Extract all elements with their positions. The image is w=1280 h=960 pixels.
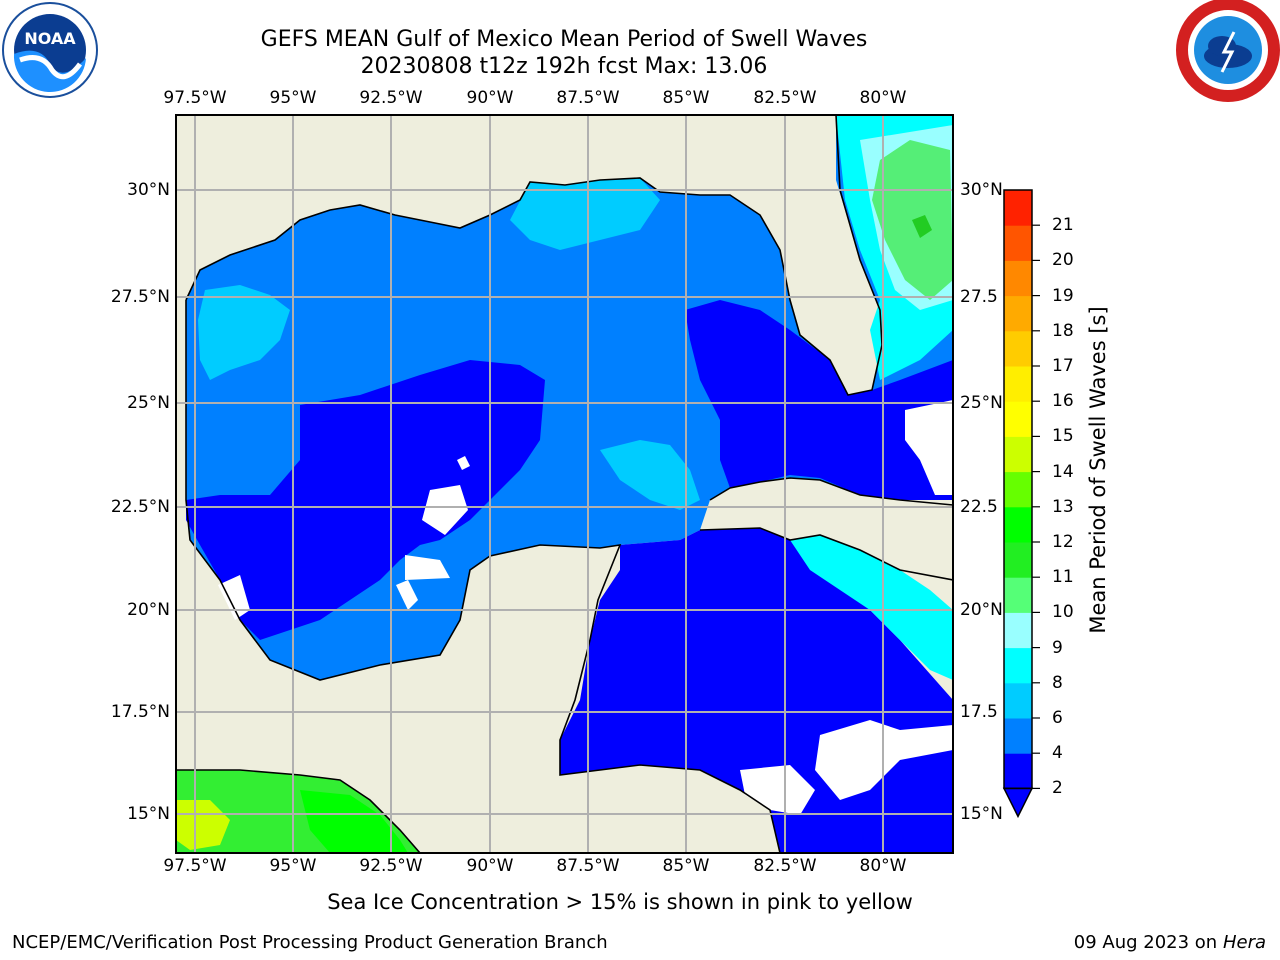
colorbar-tick-label: 17	[1052, 356, 1074, 376]
lon-tick-top: 82.5°W	[753, 88, 817, 108]
colorbar-tick-label: 21	[1052, 215, 1074, 236]
colorbar-swatch	[1004, 471, 1032, 508]
footer-host: Hera	[1222, 932, 1266, 953]
lon-tick-top: 87.5°W	[556, 88, 620, 108]
colorbar-swatch	[1004, 647, 1032, 684]
deep-blue-east-gulf	[685, 300, 953, 500]
coastlines	[176, 115, 953, 853]
colorbar-tick-label: 20	[1052, 250, 1074, 271]
colorbar-swatch	[1004, 401, 1032, 437]
colorbar-tick-label: 18	[1052, 320, 1074, 341]
colorbar-tick-label: 2	[1052, 778, 1063, 799]
lat-tick-left: 30°N	[127, 180, 170, 200]
cyan-northern-gulf	[510, 178, 660, 250]
caption: Sea Ice Concentration > 15% is shown in …	[327, 890, 913, 914]
lon-tick-bottom: 92.5°W	[359, 856, 423, 876]
lon-tick-top: 92.5°W	[359, 88, 423, 108]
graticule	[176, 115, 953, 853]
colorbar-tick-label: 8	[1052, 672, 1063, 693]
lat-tick-right: 22.5	[960, 497, 998, 517]
lon-tick-top: 80°W	[859, 88, 907, 108]
no-data-patch-1	[422, 485, 468, 535]
colorbar-tick-label: 10	[1052, 602, 1074, 623]
colorbar-swatch	[1004, 506, 1032, 543]
colorbar-swatch	[1004, 260, 1032, 297]
lon-tick-bottom: 90°W	[466, 856, 514, 876]
lon-tick-top: 85°W	[662, 88, 710, 108]
colorbar-swatch	[1004, 295, 1032, 332]
no-data-patch-3	[396, 580, 418, 610]
lon-tick-top: 95°W	[269, 88, 317, 108]
deep-blue-central-gulf	[186, 360, 545, 640]
no-data-patch-2	[405, 555, 450, 580]
lat-tick-left: 17.5°N	[110, 702, 170, 722]
map-border	[175, 114, 954, 854]
pacific-swell-core	[300, 790, 408, 853]
colorbar-tick-label: 11	[1052, 567, 1074, 588]
colorbar-swatch	[1004, 612, 1032, 649]
no-data-patch-7	[218, 575, 250, 620]
no-data-patch-4	[905, 400, 953, 495]
footer-date-text: 09 Aug 2023 on	[1073, 932, 1218, 953]
lon-tick-bottom: 97.5°W	[163, 856, 227, 876]
colorbar-title: Mean Period of Swell Waves [s]	[1086, 306, 1110, 634]
colorbar-tick-label: 6	[1052, 708, 1063, 728]
lat-tick-right: 20°N	[960, 600, 1003, 620]
colorbar	[1002, 189, 1040, 819]
lon-tick-top: 97.5°W	[163, 88, 227, 108]
colorbar-swatch	[1004, 190, 1032, 226]
colorbar-tick-label: 13	[1052, 496, 1074, 517]
lat-tick-left: 15°N	[127, 804, 170, 824]
lon-tick-bottom: 82.5°W	[753, 856, 817, 876]
lon-tick-bottom: 85°W	[662, 856, 710, 876]
chart-title: GEFS MEAN Gulf of Mexico Mean Period of …	[260, 27, 868, 52]
colorbar-swatch	[1004, 753, 1032, 789]
colorbar-swatch	[1004, 366, 1032, 402]
footer-date: 09 Aug 2023 on Hera	[1074, 932, 1266, 953]
lat-tick-left: 25°N	[127, 393, 170, 413]
lat-tick-right: 27.5	[960, 287, 998, 307]
colorbar-tick-label: 19	[1052, 285, 1074, 306]
lat-tick-right: 30°N	[960, 180, 1003, 200]
colorbar-swatch	[1004, 225, 1032, 261]
lon-tick-bottom: 95°W	[269, 856, 317, 876]
lon-tick-bottom: 80°W	[859, 856, 907, 876]
lat-tick-left: 22.5°N	[110, 497, 170, 517]
chart-subtitle: 20230808 t12z 192h fcst Max: 13.06	[360, 54, 768, 79]
map-frame-content	[176, 115, 953, 853]
colorbar-tick-label: 15	[1052, 426, 1074, 447]
colorbar-swatch	[1004, 436, 1032, 473]
colorbar-tick-label: 9	[1052, 637, 1063, 658]
lat-tick-right: 25°N	[960, 393, 1003, 413]
lat-tick-right: 17.5	[960, 702, 998, 722]
green-atlantic-core	[912, 215, 932, 238]
colorbar-swatch	[1004, 718, 1032, 754]
pacific-swell-yellow	[176, 800, 230, 850]
colorbar-tick-label: 16	[1052, 391, 1074, 412]
colorbar-swatch	[1004, 330, 1032, 367]
cyan-caribbean	[790, 535, 953, 680]
lat-tick-left: 27.5°N	[110, 287, 170, 307]
cyan-yucatan	[600, 440, 700, 510]
cyan-western-shelf	[198, 285, 290, 380]
colorbar-swatch	[1004, 542, 1032, 578]
colorbar-swatch	[1004, 682, 1032, 719]
colorbar-extend-triangle	[1002, 787, 1034, 819]
colorbar-swatch	[1004, 577, 1032, 613]
no-data-patch-8	[457, 456, 470, 470]
lon-tick-bottom: 87.5°W	[556, 856, 620, 876]
lat-tick-left: 20°N	[127, 600, 170, 620]
colorbar-tick-label: 14	[1052, 461, 1074, 482]
colorbar-tick-label: 12	[1052, 532, 1074, 552]
lon-tick-top: 90°W	[466, 88, 514, 108]
footer-credit: NCEP/EMC/Verification Post Processing Pr…	[12, 932, 608, 953]
colorbar-tick-label: 4	[1052, 743, 1063, 764]
lat-tick-right: 15°N	[960, 804, 1003, 824]
colorbar-border	[1003, 189, 1033, 790]
